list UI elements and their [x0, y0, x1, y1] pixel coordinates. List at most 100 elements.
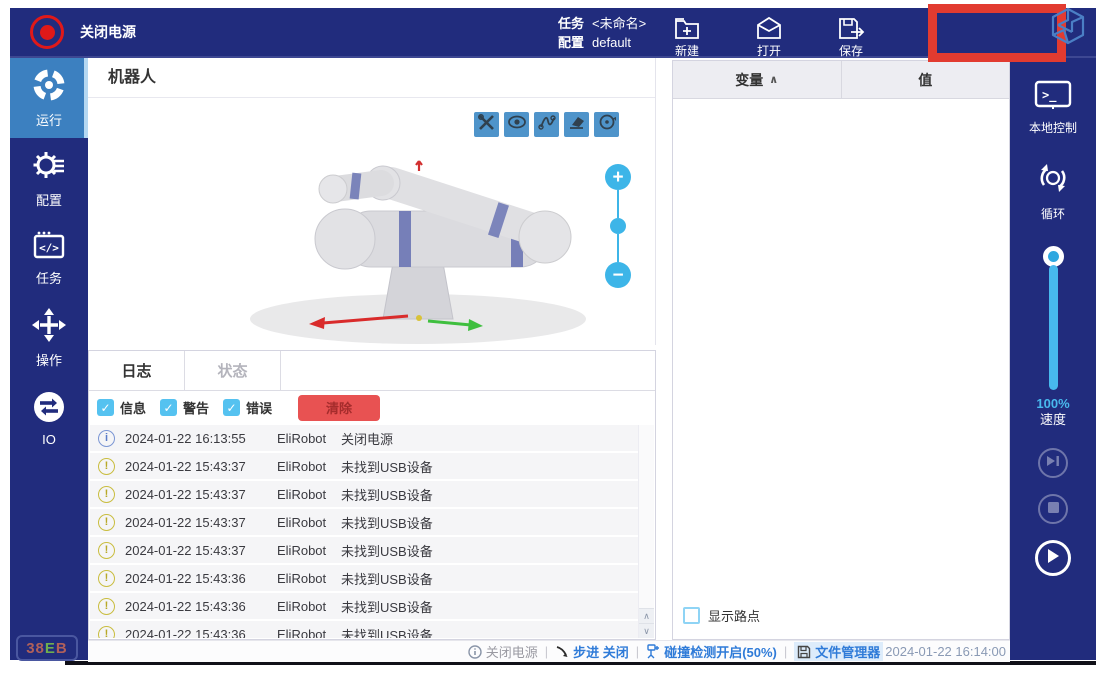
local-control-button[interactable]: >_ 本地控制: [1010, 80, 1096, 136]
filter-info-label: 信息: [120, 401, 147, 416]
open-task-label: 打开: [756, 44, 781, 58]
show-waypoints-checkbox[interactable]: [683, 607, 700, 624]
task-label: 任务: [558, 16, 585, 31]
separator: |: [544, 644, 549, 659]
filter-info-checkbox[interactable]: ✓: [97, 399, 114, 416]
nav-item-jog[interactable]: 操作: [10, 298, 88, 378]
window-bottom-edge: [65, 661, 1096, 665]
trajectory-button[interactable]: [534, 112, 559, 137]
warning-icon: !: [98, 457, 115, 475]
speed-slider-handle[interactable]: [1042, 246, 1064, 267]
nav-item-config[interactable]: 配置: [10, 138, 88, 218]
log-row[interactable]: ! 2024-01-22 15:43:37 EliRobot 未找到USB设备: [90, 537, 638, 563]
log-row[interactable]: ! 2024-01-22 15:43:36 EliRobot 未找到USB设备: [90, 565, 638, 591]
variable-column-header[interactable]: 变量 ∧: [673, 61, 842, 98]
play-button[interactable]: [1035, 540, 1071, 576]
status-step-mode[interactable]: 步进 关闭: [555, 642, 629, 661]
value-column-header[interactable]: 值: [842, 61, 1010, 98]
log-source: EliRobot: [277, 430, 327, 446]
tab-status[interactable]: 状态: [185, 351, 281, 390]
redacted-region: [928, 4, 1066, 62]
log-message: 未找到USB设备: [341, 543, 433, 559]
filter-error-label: 错误: [246, 401, 273, 416]
zoom-slider-handle[interactable]: [610, 218, 626, 234]
filter-error-checkbox[interactable]: ✓: [223, 399, 241, 416]
warning-icon: !: [98, 569, 115, 587]
robot-3d-view[interactable]: [223, 153, 603, 353]
play-icon: [1046, 548, 1060, 569]
status-file-manager[interactable]: 文件管理器: [794, 642, 884, 661]
reset-view-button[interactable]: [594, 112, 619, 137]
visibility-button[interactable]: [504, 112, 529, 137]
speed-label: 速度: [1039, 412, 1066, 427]
save-task-button[interactable]: 保存: [826, 16, 876, 59]
loop-label: 循环: [1040, 207, 1065, 221]
nav-item-run[interactable]: 运行: [10, 58, 88, 138]
zoom-out-button[interactable]: −: [605, 262, 631, 288]
separator: |: [783, 644, 788, 659]
log-row[interactable]: ! 2024-01-22 15:43:37 EliRobot 未找到USB设备: [90, 481, 638, 507]
nav-item-label: 配置: [35, 192, 62, 208]
log-row[interactable]: ! 2024-01-22 15:43:37 EliRobot 未找到USB设备: [90, 453, 638, 479]
tab-log[interactable]: 日志: [89, 351, 185, 390]
active-indicator: [84, 58, 88, 138]
tools-button[interactable]: [474, 112, 499, 137]
local-control-label: 本地控制: [1028, 121, 1077, 135]
log-row[interactable]: ! 2024-01-22 15:43:36 EliRobot 未找到USB设备: [90, 621, 638, 638]
log-time: 2024-01-22 15:43:37: [125, 514, 246, 530]
view-toolbar: [474, 112, 619, 137]
log-filter-bar: ✓ 信息 ✓ 警告 ✓ 错误 清除: [89, 391, 655, 424]
warning-icon: !: [98, 485, 115, 503]
status-power[interactable]: 关闭电源: [468, 642, 538, 661]
filter-warning-checkbox[interactable]: ✓: [160, 399, 178, 416]
status-hex-code: 38 E B: [16, 635, 78, 661]
eraser-button[interactable]: [564, 112, 589, 137]
power-control[interactable]: 关闭电源: [30, 15, 136, 49]
nav-item-label: 任务: [35, 270, 62, 286]
hex-part: B: [55, 639, 68, 657]
scroll-down-button[interactable]: ∨: [639, 623, 654, 638]
save-task-label: 保存: [838, 44, 863, 58]
stop-button[interactable]: [1038, 494, 1068, 524]
log-time: 2024-01-22 15:43:37: [125, 458, 246, 474]
svg-text:>_: >_: [1042, 88, 1057, 103]
log-time: 2024-01-22 15:43:37: [125, 542, 246, 558]
open-task-button[interactable]: 打开: [744, 16, 794, 59]
task-code-icon: </>: [32, 230, 66, 263]
new-task-button[interactable]: 新建: [662, 16, 712, 59]
nav-item-io[interactable]: IO: [10, 378, 88, 458]
stop-icon: [1047, 500, 1059, 518]
log-row[interactable]: ! 2024-01-22 15:43:36 EliRobot 未找到USB设备: [90, 593, 638, 619]
variables-panel: 变量 ∧ 值 显示路点: [672, 60, 1010, 640]
zoom-in-button[interactable]: +: [605, 164, 631, 190]
log-row[interactable]: i 2024-01-22 16:13:55 EliRobot 关闭电源: [90, 425, 638, 451]
brand-cube-logo-icon: [1048, 6, 1088, 46]
clear-log-button[interactable]: 清除: [298, 394, 381, 421]
log-time: 2024-01-22 15:43:36: [125, 570, 246, 586]
scroll-up-button[interactable]: ∧: [639, 608, 654, 623]
speed-slider: [1010, 246, 1096, 390]
log-row[interactable]: ! 2024-01-22 15:43:37 EliRobot 未找到USB设备: [90, 509, 638, 535]
step-forward-button[interactable]: [1038, 448, 1068, 478]
nav-item-label: 操作: [35, 352, 62, 368]
log-message: 未找到USB设备: [341, 487, 433, 503]
status-collision-detect[interactable]: 碰撞检测开启(50%): [646, 642, 777, 661]
log-time: 2024-01-22 15:43:36: [125, 598, 246, 614]
nav-item-task[interactable]: </> 任务: [10, 218, 88, 298]
power-icon[interactable]: [30, 15, 64, 49]
zoom-slider-track[interactable]: [617, 190, 619, 218]
robot-3d-panel: 机器人 + −: [88, 58, 656, 345]
warning-icon: !: [98, 625, 115, 638]
log-scrollbar[interactable]: ∧ ∨: [638, 425, 654, 638]
zoom-slider-track[interactable]: [617, 234, 619, 262]
power-dot-icon: [39, 24, 55, 40]
step-forward-icon: [1046, 454, 1060, 472]
speed-slider-track[interactable]: [1048, 265, 1058, 390]
jog-arrows-icon: [32, 307, 66, 345]
loop-button[interactable]: 循环: [1010, 160, 1096, 222]
log-list[interactable]: i 2024-01-22 16:13:55 EliRobot 关闭电源 ! 2024-0…: [90, 425, 638, 638]
log-time: 2024-01-22 15:43:36: [125, 626, 246, 639]
warning-icon: !: [98, 513, 115, 531]
file-manager-icon: [798, 645, 811, 658]
